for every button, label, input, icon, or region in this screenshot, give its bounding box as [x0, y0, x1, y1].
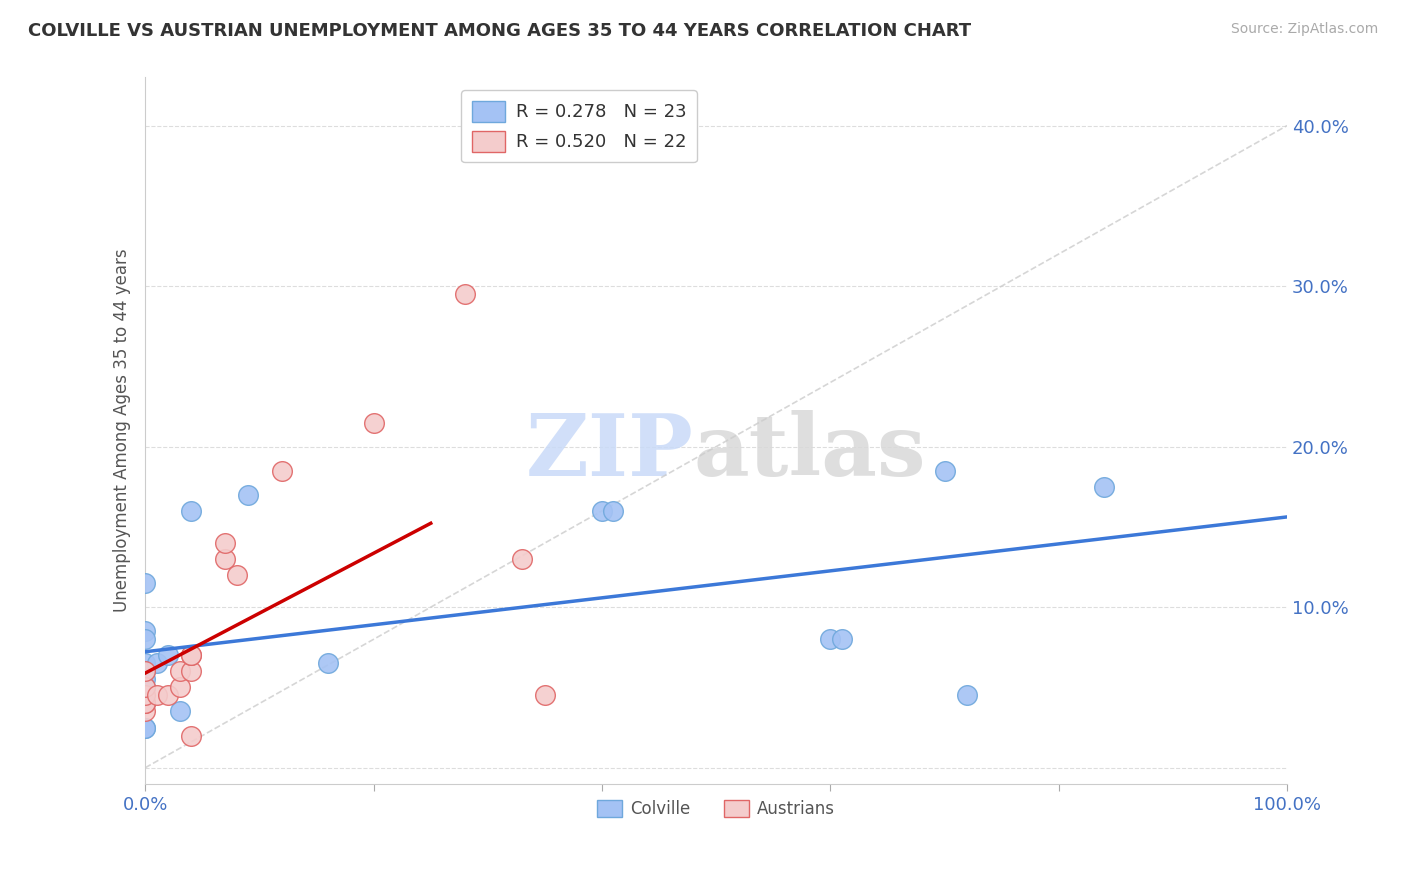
Point [145, 689, 167, 703]
Point [134, 632, 156, 647]
Point [1092, 480, 1115, 494]
Point [180, 648, 202, 663]
Point [134, 697, 156, 711]
Text: ZIP: ZIP [526, 409, 693, 494]
Point [510, 552, 533, 566]
Point [534, 689, 557, 703]
Point [316, 657, 339, 671]
Point [225, 568, 247, 582]
Point [134, 657, 156, 671]
Point [134, 624, 156, 639]
Point [236, 488, 259, 502]
Point [214, 536, 236, 550]
Point [363, 416, 385, 430]
Point [169, 681, 191, 695]
Text: COLVILLE VS AUSTRIAN UNEMPLOYMENT AMONG AGES 35 TO 44 YEARS CORRELATION CHART: COLVILLE VS AUSTRIAN UNEMPLOYMENT AMONG … [28, 22, 972, 40]
Point [820, 632, 842, 647]
Point [134, 721, 156, 735]
Point [134, 576, 156, 591]
Point [145, 657, 167, 671]
Point [134, 673, 156, 687]
Point [831, 632, 853, 647]
Text: Source: ZipAtlas.com: Source: ZipAtlas.com [1230, 22, 1378, 37]
Point [134, 681, 156, 695]
Point [134, 665, 156, 679]
Text: atlas: atlas [693, 409, 927, 494]
Point [157, 648, 180, 663]
Point [157, 689, 180, 703]
Point [134, 681, 156, 695]
Point [134, 665, 156, 679]
Point [134, 697, 156, 711]
Point [134, 705, 156, 719]
Point [214, 552, 236, 566]
Point [180, 665, 202, 679]
Point [134, 721, 156, 735]
Point [169, 705, 191, 719]
Point [602, 504, 624, 518]
Point [180, 729, 202, 743]
Y-axis label: Unemployment Among Ages 35 to 44 years: Unemployment Among Ages 35 to 44 years [114, 249, 131, 613]
Point [454, 287, 477, 301]
Point [271, 464, 294, 478]
Legend: Colville, Austrians: Colville, Austrians [591, 793, 842, 825]
Point [956, 689, 979, 703]
Point [934, 464, 956, 478]
Point [591, 504, 613, 518]
Point [169, 665, 191, 679]
Point [134, 697, 156, 711]
Point [180, 648, 202, 663]
Point [134, 689, 156, 703]
Point [180, 504, 202, 518]
